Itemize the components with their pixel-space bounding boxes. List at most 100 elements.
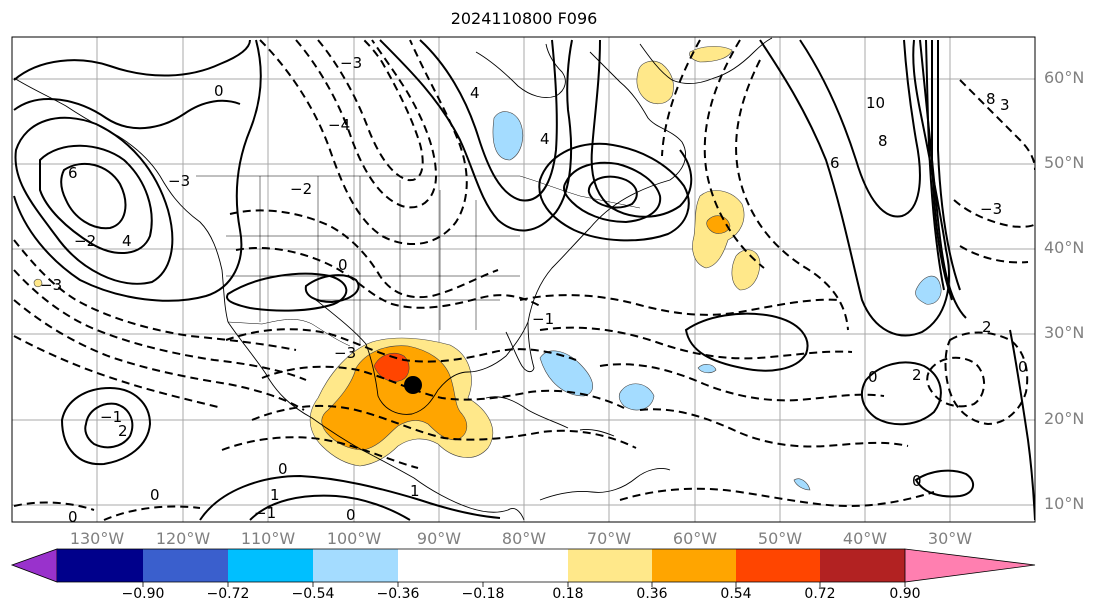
shade-south-blue bbox=[793, 478, 811, 491]
colorbar-label-m054: −0.54 bbox=[291, 586, 335, 602]
colorbar-label-m072: −0.72 bbox=[206, 586, 250, 602]
contour-pos-pac-2 bbox=[84, 402, 134, 449]
clabel-0-c: 0 bbox=[278, 460, 288, 478]
colorbar-label-036: 0.36 bbox=[636, 586, 668, 602]
contour-pos-low-ne-1 bbox=[538, 142, 690, 242]
anomaly-shading bbox=[33, 46, 942, 491]
lon-label-90w: 90°W bbox=[416, 529, 462, 548]
clabel-0-h: 0 bbox=[1018, 358, 1028, 376]
coast-cuba bbox=[485, 396, 569, 429]
clabel-m1-a: −1 bbox=[100, 408, 122, 426]
clabel-2-b: 2 bbox=[912, 366, 922, 384]
coast-east-us bbox=[527, 179, 671, 323]
colorbar-label-m018: −0.18 bbox=[461, 586, 505, 602]
contour-neg-mid-2 bbox=[235, 247, 541, 309]
clabel-0-b: 0 bbox=[338, 256, 348, 274]
colorbar bbox=[10, 548, 1036, 587]
contour-neg-west-3 bbox=[13, 299, 305, 411]
colorbar-extend-high bbox=[904, 548, 1036, 583]
lon-label-130w: 130°W bbox=[69, 529, 125, 548]
contour-pos-atl-2 bbox=[799, 39, 921, 218]
clabel-8: 8 bbox=[878, 132, 888, 150]
contour-pos-atl-1 bbox=[759, 39, 950, 337]
shade-east-blue bbox=[915, 275, 942, 305]
colorbar-bin-2 bbox=[143, 549, 228, 582]
clabel-m3-d: −3 bbox=[334, 344, 356, 362]
contour-neg-trough-3 bbox=[317, 39, 424, 182]
contour-neg-atl-3 bbox=[661, 39, 701, 157]
clabel-m8: 8 bbox=[986, 90, 996, 108]
contour-pos-low-ne-2 bbox=[563, 161, 662, 224]
lon-label-120w: 120°W bbox=[155, 529, 211, 548]
coast-baja bbox=[227, 321, 363, 451]
clabel-m3-e: −3 bbox=[980, 200, 1002, 218]
contour-pos-nw-1 bbox=[13, 39, 251, 81]
contour-neg-carib-4 bbox=[639, 408, 909, 448]
contour-neg-east-2 bbox=[953, 199, 1035, 228]
lon-label-60w: 60°W bbox=[672, 529, 718, 548]
shade-canada-blue bbox=[492, 111, 523, 161]
shade-carib-blue bbox=[539, 350, 593, 397]
clabel-4-b: 4 bbox=[470, 84, 480, 102]
contour-pos-south-1 bbox=[199, 474, 501, 521]
contour-neg-mid-3 bbox=[225, 328, 577, 363]
lat-label-60n: 60°N bbox=[1044, 68, 1085, 87]
contour-pos-mid-2 bbox=[304, 274, 360, 304]
contour-neg-west-2 bbox=[13, 269, 307, 381]
contour-neg-gulf-3 bbox=[221, 436, 419, 469]
colorbar-label-054: 0.54 bbox=[720, 586, 752, 602]
colorbar-bin-8 bbox=[736, 549, 820, 582]
clabel-6-b: 6 bbox=[830, 154, 840, 172]
lat-label-50n: 50°N bbox=[1044, 153, 1085, 172]
coast-greenland bbox=[639, 37, 773, 85]
colorbar-outline bbox=[57, 548, 905, 583]
clabel-m2-b: −2 bbox=[74, 232, 96, 250]
contour-pos-east-2 bbox=[860, 361, 942, 426]
contours-negative bbox=[13, 39, 1035, 521]
contour-pos-trough-1 bbox=[379, 39, 573, 232]
clabel-3: 3 bbox=[1000, 96, 1010, 114]
clabel-0-a: 0 bbox=[214, 82, 224, 100]
clabel-4-c: 4 bbox=[540, 130, 550, 148]
clabel-m1-b: −1 bbox=[254, 504, 276, 522]
contour-pos-atl-3 bbox=[919, 39, 967, 319]
contour-neg-east-5 bbox=[926, 356, 985, 408]
contour-pos-ridge-1 bbox=[14, 116, 174, 285]
coast-florida bbox=[505, 321, 535, 373]
clabel-4-a: 4 bbox=[122, 232, 132, 250]
colorbar-bin-7 bbox=[652, 549, 736, 582]
clabel-1-a: 1 bbox=[270, 486, 280, 504]
coast-hudson bbox=[475, 43, 566, 98]
clabel-10: 10 bbox=[866, 94, 885, 112]
coast-canada-east bbox=[589, 51, 686, 181]
contour-pos-trough-2 bbox=[419, 39, 558, 202]
shade-top-yellow bbox=[689, 46, 733, 63]
lon-label-100w: 100°W bbox=[326, 529, 382, 548]
contour-neg-se-2 bbox=[103, 505, 201, 521]
clabel-m1-c: −1 bbox=[532, 310, 554, 328]
lon-label-40w: 40°W bbox=[842, 529, 888, 548]
lat-label-10n: 10°N bbox=[1044, 494, 1085, 513]
contour-pos-mid-1 bbox=[226, 272, 348, 312]
lon-label-50w: 50°W bbox=[757, 529, 803, 548]
coast-south-america bbox=[539, 467, 671, 501]
contour-neg-west-1 bbox=[13, 239, 297, 351]
clabel-m4: −4 bbox=[328, 116, 350, 134]
lon-label-80w: 80°W bbox=[501, 529, 547, 548]
contour-pos-far-east bbox=[1009, 329, 1035, 521]
contour-pos-ridge-2 bbox=[39, 144, 153, 255]
lon-label-70w: 70°W bbox=[586, 529, 632, 548]
shade-nw-yellow bbox=[636, 60, 674, 105]
storm-center-marker bbox=[404, 376, 422, 394]
contour-pos-south-2 bbox=[249, 494, 411, 521]
contour-labels: 0 0 0 0 0 0 0 0 0 2 2 2 4 4 4 6 6 8 10 −… bbox=[40, 54, 1028, 526]
clabel-0-i: 0 bbox=[68, 508, 78, 526]
contour-pos-atl-5 bbox=[931, 40, 953, 301]
clabel-m2-a: −2 bbox=[290, 180, 312, 198]
contour-pos-se-1 bbox=[914, 469, 975, 498]
colorbar-extend-low bbox=[10, 548, 58, 583]
contour-neg-gulf-2 bbox=[251, 404, 637, 449]
coastlines bbox=[13, 37, 773, 521]
lat-label-40n: 40°N bbox=[1044, 238, 1085, 257]
